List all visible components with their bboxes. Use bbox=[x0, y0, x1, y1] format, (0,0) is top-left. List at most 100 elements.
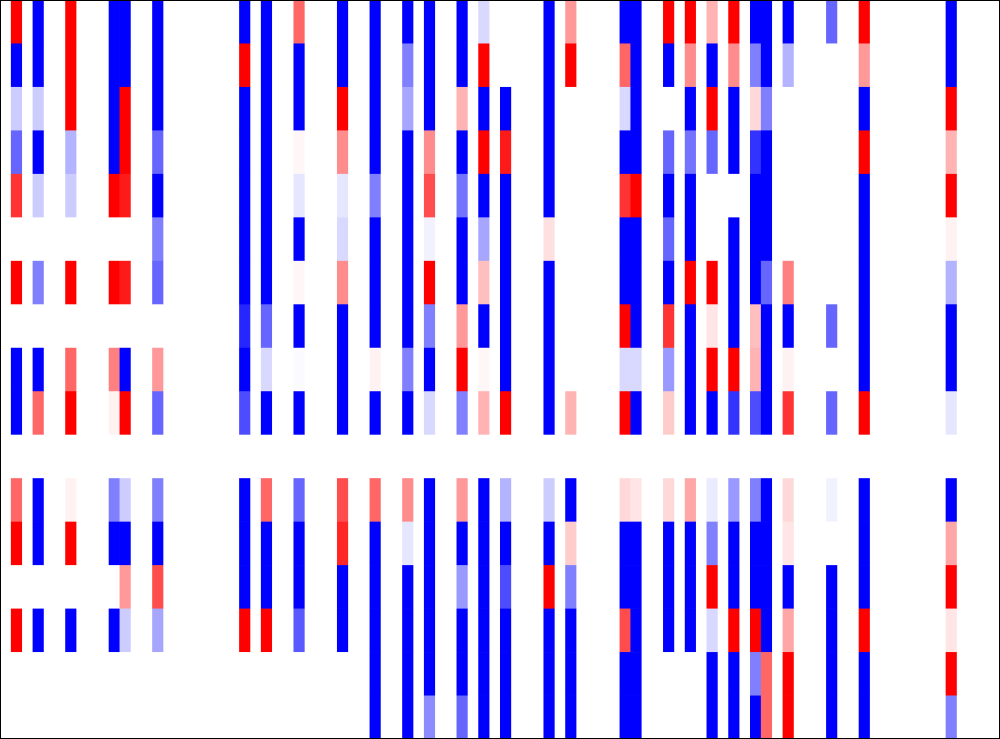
heatmap-cell bbox=[336, 347, 349, 392]
heatmap-cell bbox=[760, 478, 773, 522]
heatmap-cell bbox=[619, 217, 631, 262]
heatmap-cell bbox=[108, 43, 120, 88]
heatmap-cell bbox=[858, 521, 870, 566]
heatmap-cell bbox=[369, 217, 381, 262]
heatmap-cell bbox=[684, 217, 696, 262]
heatmap-cell bbox=[65, 478, 77, 522]
heatmap-cell bbox=[108, 173, 120, 218]
heatmap-cell bbox=[10, 130, 23, 175]
heatmap-cell bbox=[336, 173, 349, 218]
heatmap-cell bbox=[10, 608, 23, 653]
heatmap-cell bbox=[32, 347, 44, 392]
heatmap-cell bbox=[32, 695, 44, 739]
heatmap-cell bbox=[782, 434, 794, 479]
heatmap-cell bbox=[663, 173, 675, 218]
heatmap-cell bbox=[456, 478, 468, 522]
heatmap-cell bbox=[684, 304, 696, 349]
heatmap-cell bbox=[152, 86, 164, 131]
heatmap-cell bbox=[728, 0, 740, 44]
heatmap-cell bbox=[239, 434, 251, 479]
heatmap-cell bbox=[32, 260, 44, 305]
heatmap-cell bbox=[239, 304, 251, 349]
heatmap-cell bbox=[423, 434, 436, 479]
heatmap-cell bbox=[336, 217, 349, 262]
heatmap-cell bbox=[10, 86, 23, 131]
heatmap-cell bbox=[565, 43, 577, 88]
heatmap-cell bbox=[684, 173, 696, 218]
heatmap-cell bbox=[260, 173, 273, 218]
heatmap-cell bbox=[336, 260, 349, 305]
heatmap-cell bbox=[293, 478, 305, 522]
heatmap-cell bbox=[65, 565, 77, 609]
heatmap-cell bbox=[543, 130, 555, 175]
heatmap-cell bbox=[119, 521, 131, 566]
heatmap-cell bbox=[760, 86, 773, 131]
heatmap-cell bbox=[630, 86, 642, 131]
heatmap-cell bbox=[543, 304, 555, 349]
heatmap-cell bbox=[630, 652, 642, 696]
heatmap-cell bbox=[826, 86, 838, 131]
heatmap-cell bbox=[65, 652, 77, 696]
heatmap-cell bbox=[119, 260, 131, 305]
heatmap-cell bbox=[108, 347, 120, 392]
heatmap-cell bbox=[10, 43, 23, 88]
heatmap-cell bbox=[336, 608, 349, 653]
heatmap-cell bbox=[32, 173, 44, 218]
heatmap-cell bbox=[760, 304, 773, 349]
heatmap-cell bbox=[782, 478, 794, 522]
heatmap-cell bbox=[858, 217, 870, 262]
heatmap-cell bbox=[945, 391, 957, 436]
heatmap-cell bbox=[565, 608, 577, 653]
heatmap-cell bbox=[32, 478, 44, 522]
heatmap-cell bbox=[750, 86, 762, 131]
heatmap-cell bbox=[239, 130, 251, 175]
heatmap-cell bbox=[750, 565, 762, 609]
heatmap-cell bbox=[826, 0, 838, 44]
heatmap-cell bbox=[10, 347, 23, 392]
heatmap-cell bbox=[543, 521, 555, 566]
heatmap-cell bbox=[728, 173, 740, 218]
heatmap-cell bbox=[10, 695, 23, 739]
heatmap-cell bbox=[500, 130, 512, 175]
heatmap-cell bbox=[293, 130, 305, 175]
heatmap-cell bbox=[478, 521, 490, 566]
heatmap-cell bbox=[478, 652, 490, 696]
heatmap-cell bbox=[543, 43, 555, 88]
heatmap-cell bbox=[423, 304, 436, 349]
heatmap-cell bbox=[293, 86, 305, 131]
heatmap-cell bbox=[423, 86, 436, 131]
heatmap-cell bbox=[663, 565, 675, 609]
heatmap-cell bbox=[500, 652, 512, 696]
heatmap-cell bbox=[630, 521, 642, 566]
heatmap-cell bbox=[945, 260, 957, 305]
heatmap-cell bbox=[782, 217, 794, 262]
heatmap-cell bbox=[826, 130, 838, 175]
heatmap-cell bbox=[500, 565, 512, 609]
heatmap-cell bbox=[565, 173, 577, 218]
heatmap-cell bbox=[293, 652, 305, 696]
heatmap-cell bbox=[858, 695, 870, 739]
heatmap-cell bbox=[293, 695, 305, 739]
heatmap-cell bbox=[336, 478, 349, 522]
heatmap-cell bbox=[619, 652, 631, 696]
heatmap-cell bbox=[663, 217, 675, 262]
heatmap-cell bbox=[706, 217, 718, 262]
heatmap-cell bbox=[760, 695, 773, 739]
heatmap-cell bbox=[945, 521, 957, 566]
heatmap-cell bbox=[543, 652, 555, 696]
heatmap-cell bbox=[684, 695, 696, 739]
heatmap-cell bbox=[152, 695, 164, 739]
heatmap-cell bbox=[858, 478, 870, 522]
heatmap-cell bbox=[826, 260, 838, 305]
heatmap-cell bbox=[239, 86, 251, 131]
heatmap-cell bbox=[565, 347, 577, 392]
heatmap-cell bbox=[945, 43, 957, 88]
heatmap-cell bbox=[456, 347, 468, 392]
heatmap-cell bbox=[478, 43, 490, 88]
heatmap-cell bbox=[108, 391, 120, 436]
heatmap-cell bbox=[456, 260, 468, 305]
heatmap-cell bbox=[630, 695, 642, 739]
heatmap-cell bbox=[402, 43, 414, 88]
heatmap-cell bbox=[684, 434, 696, 479]
heatmap-cell bbox=[858, 130, 870, 175]
